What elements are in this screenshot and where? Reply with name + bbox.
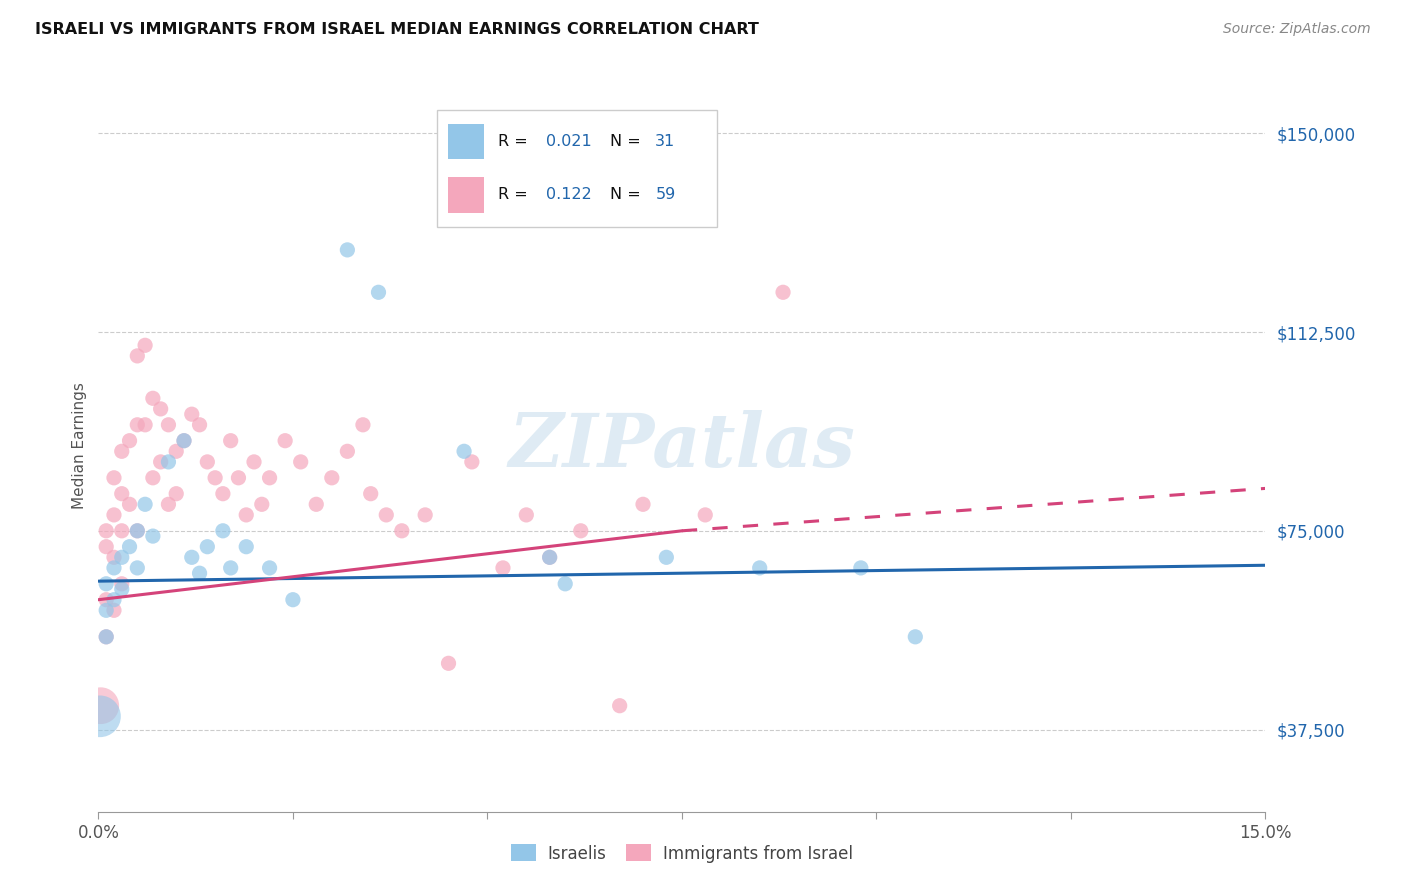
Point: [142, 529, 165, 543]
Point: [96, 630, 118, 644]
Point: [180, 550, 202, 565]
Point: [695, 508, 717, 522]
Point: [134, 417, 156, 432]
Point: [212, 486, 235, 500]
Point: [111, 524, 134, 538]
Point: [118, 497, 141, 511]
Point: [103, 508, 125, 522]
Point: [492, 561, 515, 575]
Point: [461, 455, 484, 469]
Legend: Israelis, Immigrants from Israel: Israelis, Immigrants from Israel: [505, 838, 859, 869]
Point: [127, 417, 149, 432]
Point: [90, 698, 112, 713]
Point: [103, 592, 125, 607]
Point: [111, 486, 134, 500]
Point: [103, 550, 125, 565]
Point: [321, 471, 343, 485]
Point: [103, 603, 125, 617]
Point: [157, 417, 180, 432]
Point: [748, 561, 770, 575]
Point: [631, 497, 654, 511]
Point: [360, 486, 382, 500]
Point: [274, 434, 297, 448]
Point: [157, 497, 180, 511]
Point: [157, 455, 180, 469]
Point: [336, 444, 359, 458]
Point: [134, 338, 156, 352]
Point: [173, 434, 195, 448]
Point: [149, 401, 172, 416]
Point: [142, 392, 165, 406]
Point: [127, 349, 149, 363]
Point: [228, 471, 250, 485]
Point: [243, 455, 266, 469]
Point: [111, 582, 134, 596]
Point: [290, 455, 312, 469]
Point: [111, 576, 134, 591]
Point: [111, 550, 134, 565]
Point: [235, 508, 257, 522]
Text: ZIPatlas: ZIPatlas: [509, 409, 855, 483]
Point: [204, 471, 226, 485]
Point: [538, 550, 561, 565]
Point: [96, 592, 118, 607]
Point: [111, 444, 134, 458]
Point: [195, 540, 218, 554]
Point: [103, 471, 125, 485]
Point: [352, 417, 374, 432]
Y-axis label: Median Earnings: Median Earnings: [72, 383, 87, 509]
Point: [127, 524, 149, 538]
Point: [212, 524, 235, 538]
Point: [118, 540, 141, 554]
Point: [235, 540, 257, 554]
Point: [127, 524, 149, 538]
Point: [250, 497, 273, 511]
Point: [515, 508, 537, 522]
Point: [609, 698, 631, 713]
Point: [103, 561, 125, 575]
Point: [391, 524, 413, 538]
Point: [96, 630, 118, 644]
Point: [219, 434, 242, 448]
Point: [149, 455, 172, 469]
Point: [437, 657, 460, 671]
Text: ISRAELI VS IMMIGRANTS FROM ISRAEL MEDIAN EARNINGS CORRELATION CHART: ISRAELI VS IMMIGRANTS FROM ISRAEL MEDIAN…: [35, 22, 759, 37]
Point: [336, 243, 359, 257]
Point: [195, 455, 218, 469]
Point: [180, 407, 202, 421]
Point: [772, 285, 794, 300]
Point: [134, 497, 156, 511]
Point: [655, 550, 678, 565]
Point: [259, 471, 281, 485]
Point: [96, 576, 118, 591]
Point: [219, 561, 242, 575]
Text: Source: ZipAtlas.com: Source: ZipAtlas.com: [1223, 22, 1371, 37]
Point: [96, 540, 118, 554]
Point: [367, 285, 389, 300]
Point: [554, 576, 576, 591]
Point: [904, 630, 927, 644]
Point: [165, 486, 187, 500]
Point: [569, 524, 592, 538]
Point: [188, 566, 211, 581]
Point: [453, 444, 475, 458]
Point: [96, 603, 118, 617]
Point: [413, 508, 436, 522]
Point: [538, 550, 561, 565]
Point: [127, 561, 149, 575]
Point: [173, 434, 195, 448]
Point: [188, 417, 211, 432]
Point: [165, 444, 187, 458]
Point: [96, 524, 118, 538]
Point: [375, 508, 398, 522]
Point: [142, 471, 165, 485]
Point: [281, 592, 304, 607]
Point: [89, 709, 111, 723]
Point: [849, 561, 872, 575]
Point: [305, 497, 328, 511]
Point: [118, 434, 141, 448]
Point: [259, 561, 281, 575]
